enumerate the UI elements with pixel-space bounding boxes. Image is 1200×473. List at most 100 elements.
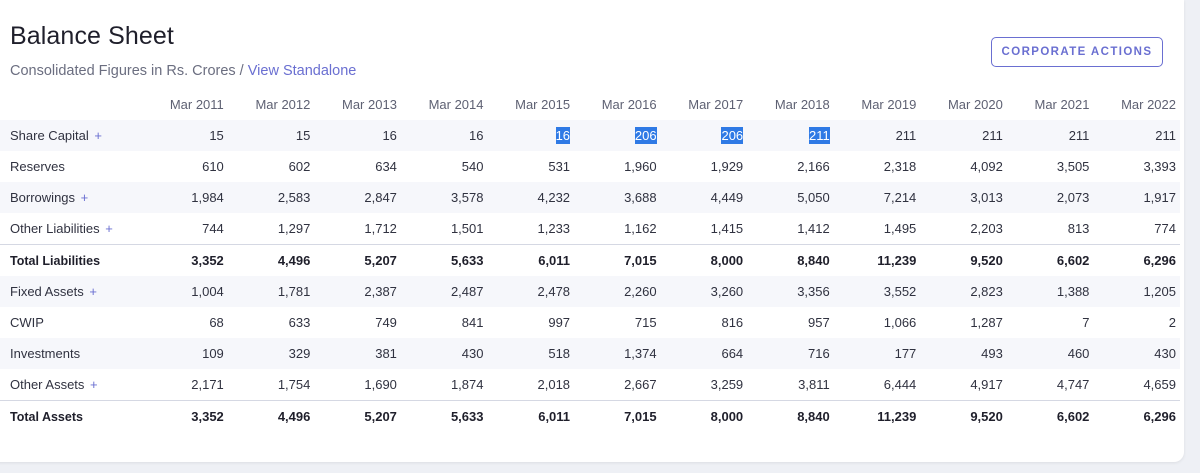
cell-value: 9,520 [970, 409, 1003, 424]
cell-value: 518 [548, 346, 571, 361]
value-cell: 715 [574, 307, 661, 338]
cell-value: 11,239 [877, 409, 917, 424]
balance-sheet-card: Balance Sheet Consolidated Figures in Rs… [0, 0, 1184, 462]
row-label[interactable]: Other Assets [10, 377, 85, 392]
cell-value: 6,011 [538, 409, 571, 424]
row-label-cell[interactable]: Fixed Assets + [0, 276, 142, 307]
column-header: Mar 2015 [515, 97, 571, 112]
value-cell: 540 [401, 151, 488, 182]
table-body: Share Capital +15 15 16 16 16 206 206 211 211 211… [0, 120, 1180, 432]
page-title: Balance Sheet [10, 22, 174, 50]
value-cell: 11,239 [833, 244, 921, 276]
cell-value: 68 [209, 315, 224, 330]
expand-plus-icon[interactable]: + [80, 190, 89, 205]
cell-value: 3,811 [798, 377, 830, 392]
row-label-cell[interactable]: Other Assets + [0, 369, 141, 401]
value-cell: 2,260 [574, 276, 661, 307]
value-cell: 3,552 [833, 276, 921, 307]
row-label-cell[interactable]: Borrowings + [0, 182, 142, 213]
cell-value: 1,690 [364, 377, 397, 392]
cell-value: 381 [375, 346, 397, 361]
value-cell: 460 [1006, 338, 1094, 369]
value-cell: 211 [1006, 120, 1094, 151]
cell-value: 460 [1067, 346, 1090, 361]
cell-value: 1,287 [970, 315, 1003, 330]
column-header: Mar 2018 [774, 97, 830, 112]
value-cell: 16 [314, 120, 401, 151]
value-cell: 4,917 [920, 369, 1007, 401]
cell-value-selected: 16 [555, 127, 571, 144]
column-header: Mar 2019 [861, 97, 917, 112]
value-cell: 1,984 [141, 182, 228, 213]
value-cell: 2,667 [574, 369, 661, 401]
cell-value: 3,259 [710, 377, 744, 392]
cell-value: 6,444 [883, 377, 917, 392]
expand-plus-icon[interactable]: + [94, 128, 102, 143]
cell-value: 8,000 [710, 253, 744, 268]
value-cell: 531 [487, 151, 574, 182]
expand-plus-icon[interactable]: + [90, 377, 98, 392]
cell-value: 2,203 [970, 221, 1003, 236]
cell-value: 2 [1168, 315, 1176, 330]
value-cell: 1,690 [314, 369, 401, 401]
value-cell: 6,602 [1006, 400, 1094, 432]
cell-value: 9,520 [970, 253, 1003, 268]
cell-value: 4,449 [710, 190, 744, 205]
row-label-cell: Total Liabilities [0, 244, 142, 276]
cell-value: 2,171 [191, 377, 224, 392]
row-label: Investments [10, 346, 81, 361]
cell-value: 2,387 [364, 284, 397, 299]
corporate-actions-button[interactable]: CORPORATE ACTIONS [991, 37, 1163, 67]
cell-value: 2,667 [624, 377, 657, 392]
value-cell: 211 [747, 120, 834, 151]
value-cell: 1,004 [141, 276, 228, 307]
cell-value: 1,495 [883, 221, 917, 236]
cell-value: 109 [202, 346, 224, 361]
value-cell: 1,412 [747, 213, 834, 245]
value-cell: 1,929 [661, 151, 748, 182]
value-cell: 841 [401, 307, 488, 338]
row-label-cell[interactable]: Share Capital + [0, 120, 142, 151]
table-row: Reserves 610 602 634 540 531 1,960 1,929 2,166 2,… [0, 151, 1180, 182]
value-cell: 4,496 [227, 244, 315, 276]
value-cell: 2,018 [487, 369, 574, 401]
cell-value: 2,478 [537, 284, 571, 299]
cell-value: 2,318 [883, 159, 917, 174]
cell-value: 633 [288, 315, 311, 330]
expand-plus-icon[interactable]: + [89, 284, 97, 299]
cell-value: 177 [894, 346, 917, 361]
value-cell: 9,520 [920, 244, 1007, 276]
row-label[interactable]: Other Liabilities [10, 221, 100, 236]
value-cell: 6,296 [1093, 400, 1180, 432]
value-cell: 3,352 [141, 400, 228, 432]
row-label[interactable]: Share Capital [10, 128, 89, 143]
row-label-cell[interactable]: Other Liabilities + [0, 213, 141, 245]
value-cell: 2,487 [400, 276, 488, 307]
value-cell: 177 [833, 338, 921, 369]
cell-value: 997 [548, 315, 571, 330]
cell-value: 211 [982, 128, 1003, 143]
view-standalone-link[interactable]: View Standalone [247, 63, 357, 79]
value-cell: 3,811 [747, 369, 834, 401]
value-cell: 3,356 [747, 276, 834, 307]
value-cell: 3,260 [660, 276, 748, 307]
table-row: Borrowings +1,984 2,583 2,847 3,578 4,232 3,6… [0, 182, 1180, 213]
cell-value: 6,602 [1056, 253, 1090, 268]
cell-value: 15 [295, 128, 311, 143]
cell-value: 3,505 [1056, 159, 1090, 174]
value-cell: 7,015 [574, 244, 661, 276]
cell-value: 4,747 [1056, 377, 1090, 392]
expand-plus-icon[interactable]: + [105, 221, 113, 236]
row-label[interactable]: Fixed Assets [10, 284, 84, 299]
table-row: CWIP 68 633 749 841 997 715 816 957 1,066 1,287 7 2 [0, 307, 1180, 338]
value-cell: 997 [487, 307, 574, 338]
value-cell: 1,066 [834, 307, 921, 338]
value-cell: 1,287 [920, 307, 1007, 338]
cell-value: 211 [1068, 128, 1090, 143]
row-label[interactable]: Borrowings [10, 190, 76, 205]
value-cell: 633 [228, 307, 315, 338]
cell-value: 2,018 [537, 377, 571, 392]
value-cell: 109 [141, 338, 228, 369]
value-cell: 957 [747, 307, 834, 338]
value-cell: 2 [1093, 307, 1180, 338]
